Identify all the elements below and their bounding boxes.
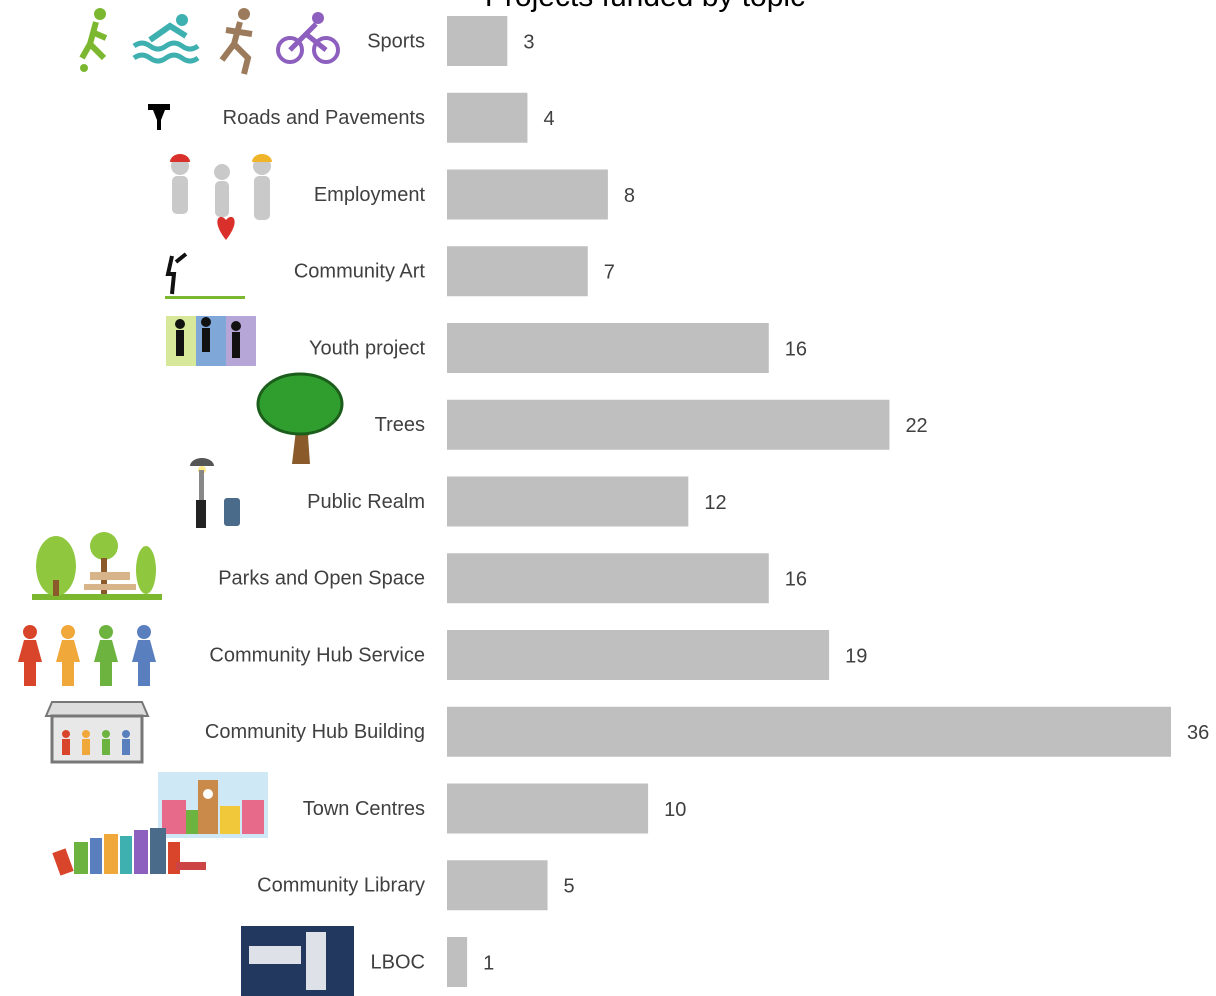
icons [18,8,354,996]
value-label: 8 [624,185,635,207]
bar [447,783,649,834]
bar [447,630,830,680]
value-label: 4 [543,108,554,130]
value-label: 1 [483,952,494,974]
category-label: Youth project [309,337,425,359]
bar [447,246,588,297]
category-label: Roads and Pavements [223,107,425,129]
value-label: 16 [785,569,807,591]
category-label: Public Realm [307,491,425,513]
category-label: Community Hub Service [209,644,425,666]
value-label: 3 [523,31,534,53]
bar [447,553,769,604]
category-label: Community Hub Building [205,721,425,743]
bar [447,476,689,527]
bar [447,860,548,911]
category-label: Parks and Open Space [218,568,425,590]
bar [447,169,608,220]
value-label: 5 [564,876,575,898]
category-label: Sports [367,30,425,52]
value-label: 19 [845,645,867,667]
bar [447,706,1171,757]
value-label: 7 [604,262,615,284]
value-label: 16 [785,338,807,360]
value-label: 12 [704,492,726,514]
chart-title: Projects funded by topic [485,0,805,13]
bar [447,92,528,143]
bar [447,937,468,987]
bar [447,16,508,66]
value-label: 36 [1187,722,1209,744]
bar [447,399,890,450]
category-label: LBOC [371,951,425,973]
category-label: Trees [375,414,425,436]
category-label: Community Art [294,261,426,283]
category-label: Employment [314,184,426,206]
category-label: Town Centres [303,798,425,820]
category-label: Community Library [257,875,425,897]
bar [447,323,769,373]
value-label: 22 [905,415,927,437]
value-label: 10 [664,799,686,821]
